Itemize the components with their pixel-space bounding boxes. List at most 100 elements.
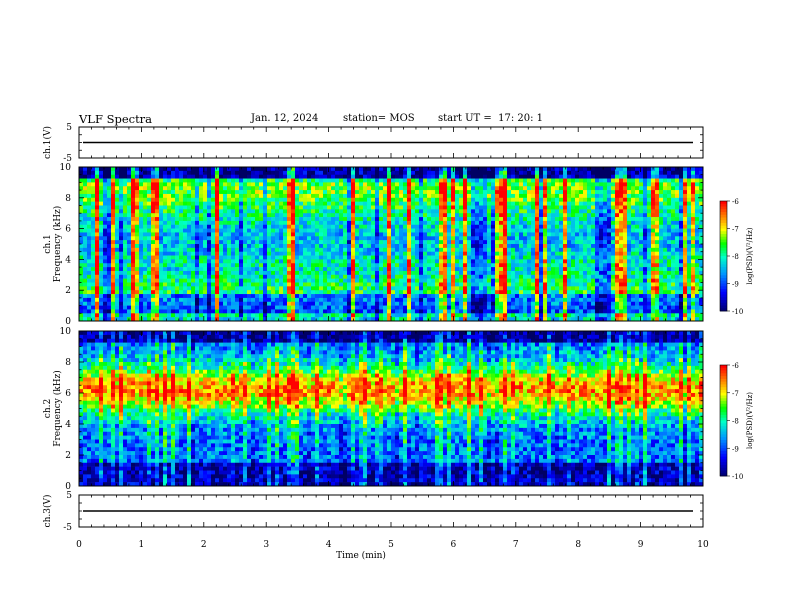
ch1-spectrogram-cell	[483, 263, 488, 268]
ch1-spectrogram-cell	[423, 197, 428, 202]
ch1-spectrogram-cell	[559, 274, 564, 279]
ch1-spectrogram-cell	[491, 170, 496, 175]
ch1-spectrogram-cell	[267, 209, 272, 214]
ch1-spectrogram-cell	[195, 309, 200, 314]
ch1-spectrogram-cell	[147, 290, 152, 295]
ch1-spectrogram-cell	[175, 255, 180, 260]
ch1-spectrogram-cell	[87, 274, 92, 279]
ch1-spectrogram-cell	[531, 247, 536, 252]
ch1-spectrogram-cell	[447, 270, 452, 276]
ch1-spectrogram-cell	[315, 286, 320, 291]
ch1-spectrogram-cell	[463, 232, 468, 237]
ch1-spectrogram-cell	[347, 236, 352, 241]
ch1-spectrogram-cell	[143, 186, 148, 191]
ch1-spectrogram-cell	[187, 213, 192, 218]
ch1-spectrogram-cell	[383, 201, 388, 206]
ch1-spectrogram-cell	[443, 167, 448, 172]
ch1-spectrogram-cell	[91, 197, 96, 202]
ch1-spectrogram-cell	[383, 174, 388, 179]
ch1-spectrogram-cell	[211, 313, 216, 318]
ch1-spectrogram-cell	[327, 205, 332, 210]
ch1-spectrogram-cell	[375, 213, 380, 218]
ch1-spectrogram-cell	[87, 297, 92, 303]
ch1-spectrogram-cell	[447, 182, 452, 187]
ch1-spectrogram-cell	[363, 190, 368, 195]
ch1-spectrogram-cell	[319, 294, 324, 299]
ch1-spectrogram-cell	[567, 228, 572, 233]
ch1-spectrogram-cell	[199, 228, 204, 233]
ch1-spectrogram-cell	[523, 236, 528, 241]
ch1-spectrogram-cell	[123, 170, 128, 175]
ch1-spectrogram-cell	[563, 305, 568, 310]
ch1-spectrogram-cell	[507, 274, 512, 279]
ch1-spectrogram-cell	[127, 174, 132, 179]
ch1-spectrogram-cell	[315, 278, 320, 283]
ch1-spectrogram-cell	[119, 167, 124, 172]
ch1-spectrogram-cell	[175, 209, 180, 214]
ch1-spectrogram-cell	[151, 247, 156, 252]
ch1-spectrogram-cell	[455, 220, 460, 226]
ch1-spectrogram-cell	[483, 255, 488, 260]
ch1-spectrogram-cell	[171, 224, 176, 229]
ch1-spectrogram-cell	[91, 282, 96, 287]
ch1-spectrogram-cell	[459, 197, 464, 202]
ch1-spectrogram-cell	[171, 251, 176, 256]
ch1-spectrogram-cell	[403, 294, 408, 299]
ch1-spectrogram-cell	[115, 270, 120, 276]
ch1-spectrogram-cell	[167, 282, 172, 287]
ch1-spectrogram-cell	[207, 290, 212, 295]
ch1-spectrogram-cell	[323, 201, 328, 206]
ch1-spectrogram-cell	[79, 170, 84, 175]
ch1-spectrogram-cell	[339, 236, 344, 241]
ch1-spectrogram-cell	[439, 255, 444, 260]
ch1-spectrogram-cell	[87, 259, 92, 264]
ch1-spectrogram-cell	[255, 167, 260, 172]
ch1-spectrogram-cell	[411, 270, 416, 276]
ch1-spectrogram-cell	[451, 205, 456, 210]
ch1-spectrogram-cell	[483, 205, 488, 210]
ch1-spectrogram-cell	[331, 170, 336, 175]
ch1-spectrogram-cell	[307, 278, 312, 283]
ch1-spectrogram-cell	[107, 309, 112, 314]
ch1-spectrogram-cell	[267, 236, 272, 241]
ch1-spectrogram-cell	[175, 244, 180, 249]
ch1-spectrogram-cell	[95, 217, 100, 222]
ch1-spectrogram-cell	[451, 247, 456, 252]
ch1-spectrogram-cell	[419, 294, 424, 299]
ch1-spectrogram-cell	[487, 205, 492, 210]
ch1-spectrogram-cell	[315, 236, 320, 241]
ch1-spectrogram-cell	[563, 201, 568, 206]
ch1-spectrogram-cell	[163, 317, 168, 322]
ch1-spectrogram-cell	[295, 286, 300, 291]
ch1-spectrogram-cell	[543, 305, 548, 310]
ch1-spectrogram-cell	[359, 301, 364, 306]
ch1-spectrogram-cell	[491, 186, 496, 191]
ch1-spectrogram-cell	[147, 309, 152, 314]
ch1-spectrogram-cell	[243, 201, 248, 206]
ch1-spectrogram-cell	[347, 267, 352, 272]
ch1-spectrogram-cell	[159, 255, 164, 260]
ch1-spectrogram-cell	[219, 213, 224, 218]
ch1-spectrogram-cell	[119, 197, 124, 202]
ch1-spectrogram-cell	[375, 182, 380, 187]
ch1-spectrogram-cell	[555, 247, 560, 252]
ch1-spectrogram-cell	[571, 178, 576, 183]
ch1-spectrogram-cell	[335, 290, 340, 295]
ch1-spectrogram-cell	[127, 305, 132, 310]
ch1-spectrogram-cell	[203, 205, 208, 210]
ch1-spectrogram-cell	[83, 290, 88, 295]
ch1-spectrogram-cell	[571, 259, 576, 264]
ch1-spectrogram-cell	[555, 236, 560, 241]
ch1-spectrogram-cell	[255, 193, 260, 199]
ch1-spectrogram-cell	[311, 297, 316, 303]
ch1-spectrogram-cell	[487, 263, 492, 268]
ch1-spectrogram-cell	[447, 244, 452, 249]
ch1-spectrogram-cell	[115, 301, 120, 306]
ch1-spectrogram-cell	[343, 170, 348, 175]
ch1-spectrogram-cell	[383, 263, 388, 268]
ch1-spectrogram-cell	[167, 247, 172, 252]
ch1-spectrogram-cell	[339, 240, 344, 245]
ch1-spectrogram-cell	[179, 251, 184, 256]
ch1-spectrogram-cell	[399, 290, 404, 295]
ch1-spectrogram-cell	[151, 255, 156, 260]
